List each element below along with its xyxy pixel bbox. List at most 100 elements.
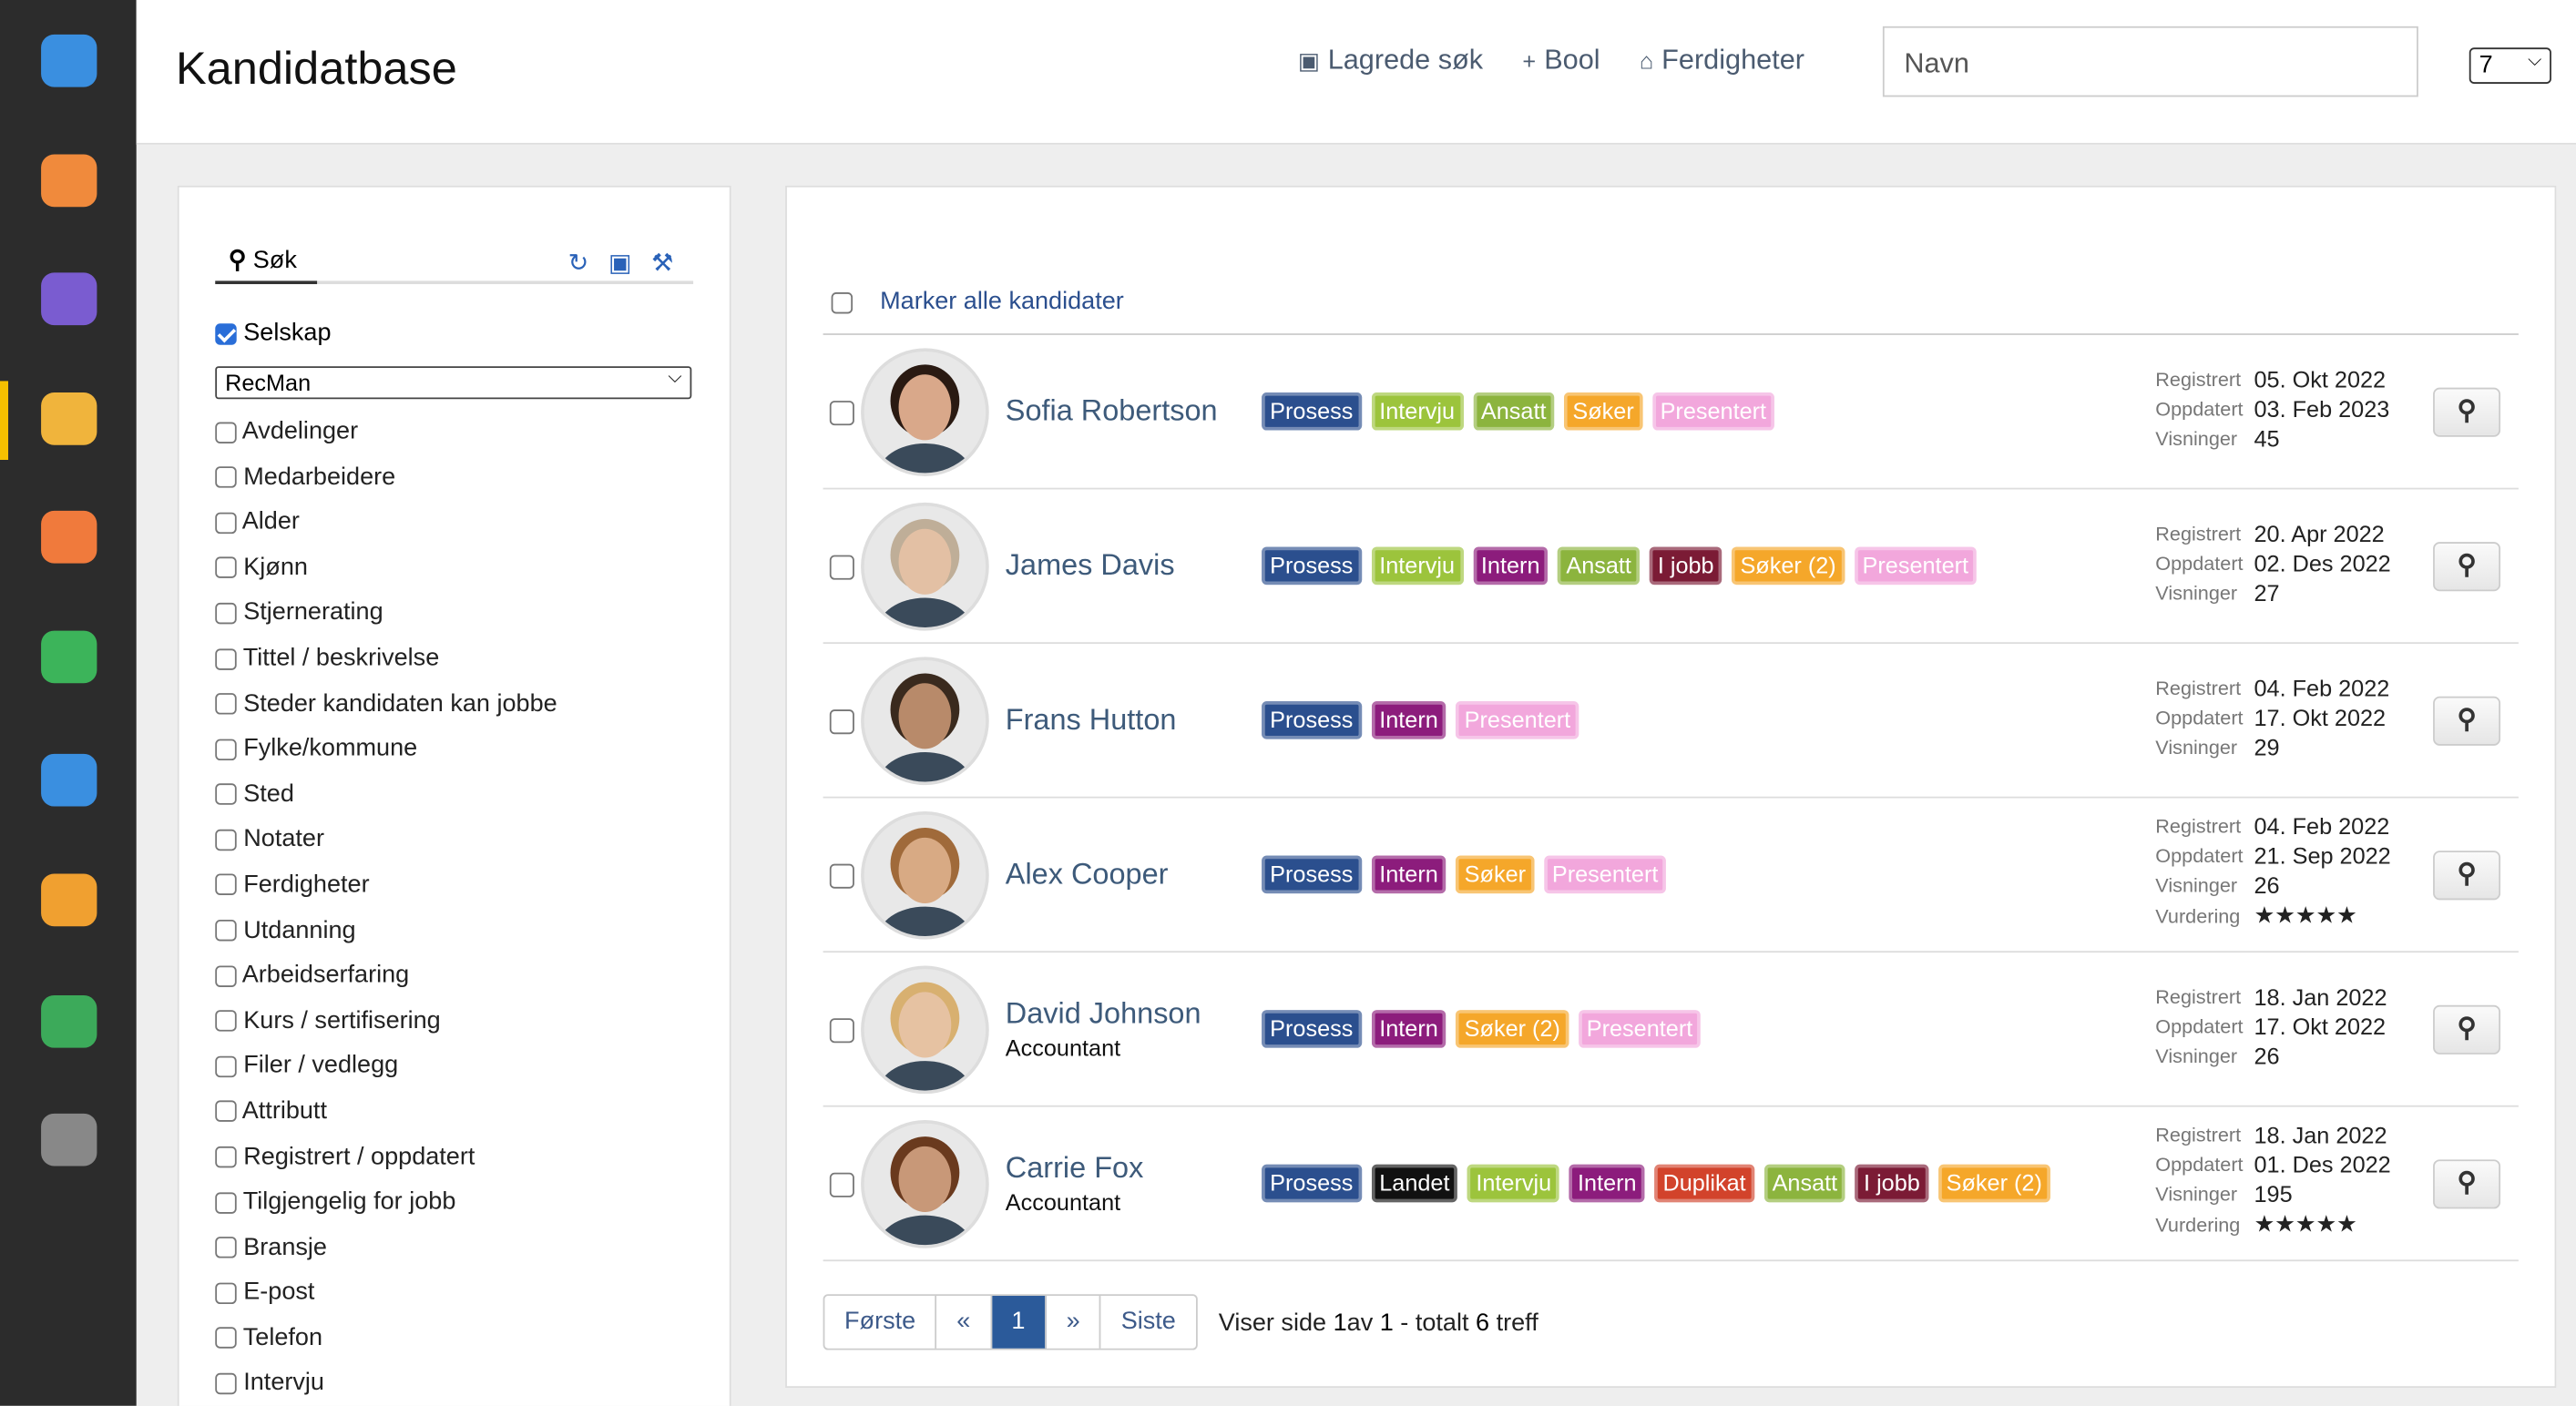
filter-item[interactable]: Kjønn bbox=[215, 553, 557, 598]
checkbox[interactable] bbox=[829, 709, 854, 735]
filter-item[interactable]: Intervju bbox=[215, 1369, 557, 1406]
checkbox[interactable] bbox=[829, 863, 854, 889]
view-button[interactable]: ⚲ bbox=[2433, 1159, 2501, 1209]
meta-value: 01. Des 2022 bbox=[2254, 1151, 2391, 1178]
page-button[interactable]: Siste bbox=[1120, 1307, 1176, 1336]
nav-icon[interactable] bbox=[41, 873, 97, 927]
header-link[interactable]: + Bool bbox=[1522, 45, 1600, 77]
checkbox[interactable] bbox=[215, 920, 237, 942]
filter-item[interactable]: Tilgjengelig for jobb bbox=[215, 1187, 557, 1233]
checkbox[interactable] bbox=[215, 829, 237, 851]
filter-item[interactable]: Medarbeidere bbox=[215, 463, 557, 508]
view-button[interactable]: ⚲ bbox=[2433, 851, 2501, 901]
nav-icon[interactable] bbox=[41, 630, 97, 684]
checkbox[interactable] bbox=[829, 1018, 854, 1044]
checkbox[interactable] bbox=[215, 964, 237, 987]
filter-item[interactable]: Notater bbox=[215, 825, 557, 871]
filter-item[interactable]: Ferdigheter bbox=[215, 871, 557, 916]
checkbox[interactable] bbox=[215, 1237, 237, 1258]
page-button[interactable]: « bbox=[937, 1296, 992, 1349]
nav-icon[interactable] bbox=[41, 994, 97, 1048]
checkbox[interactable] bbox=[215, 1010, 237, 1033]
nav-icon[interactable] bbox=[41, 154, 97, 208]
filter-item[interactable]: Arbeidserfaring bbox=[215, 961, 557, 1006]
search-tab[interactable]: ⚲ Søk bbox=[215, 245, 318, 285]
filter-item[interactable]: Utdanning bbox=[215, 916, 557, 962]
filter-item[interactable]: Alder bbox=[215, 508, 557, 554]
nav-icon[interactable] bbox=[41, 1113, 97, 1167]
checkbox[interactable] bbox=[215, 739, 237, 760]
nav-icon[interactable] bbox=[41, 510, 97, 564]
filter-item[interactable]: Avdelinger bbox=[215, 417, 557, 463]
filter-panel: ⚲ Søk ↻▣⚒ Selskap RecMan ⌵ Avdelinger Meda… bbox=[177, 185, 731, 1406]
filter-item[interactable]: Steder kandidaten kan jobbe bbox=[215, 689, 557, 735]
header-link[interactable]: ⌂ Ferdigheter bbox=[1640, 45, 1804, 77]
checkbox[interactable] bbox=[215, 1055, 237, 1077]
checkbox[interactable] bbox=[829, 1172, 854, 1197]
candidate-name[interactable]: Carrie Fox bbox=[1005, 1151, 1144, 1185]
filter-item[interactable]: Fylke/kommune bbox=[215, 734, 557, 779]
candidate-name[interactable]: Alex Cooper bbox=[1005, 857, 1169, 891]
filter-item[interactable]: Bransje bbox=[215, 1233, 557, 1279]
filter-label: E-post bbox=[243, 1278, 315, 1307]
view-button[interactable]: ⚲ bbox=[2433, 1004, 2501, 1054]
filter-item[interactable]: Telefon bbox=[215, 1323, 557, 1369]
filter-item[interactable]: Tittel / beskrivelse bbox=[215, 644, 557, 689]
checkbox[interactable] bbox=[215, 1101, 237, 1123]
page-button[interactable]: » bbox=[1047, 1296, 1102, 1349]
filter-item[interactable]: Attributt bbox=[215, 1097, 557, 1143]
filter-item[interactable]: Sted bbox=[215, 779, 557, 825]
checkbox[interactable] bbox=[215, 1282, 237, 1304]
candidate-name[interactable]: James Davis bbox=[1005, 548, 1175, 582]
checkbox[interactable] bbox=[215, 647, 237, 669]
search-tab-bar: ⚲ Søk ↻▣⚒ bbox=[215, 245, 694, 285]
filter-item[interactable]: Filer / vedlegg bbox=[215, 1052, 557, 1097]
checkbox[interactable] bbox=[215, 1372, 237, 1395]
avatar bbox=[864, 814, 986, 937]
page-button[interactable]: 1 bbox=[991, 1296, 1047, 1349]
view-button[interactable]: ⚲ bbox=[2433, 542, 2501, 592]
name-search-input[interactable]: Navn bbox=[1882, 25, 2418, 97]
page-button[interactable]: Første bbox=[824, 1296, 937, 1349]
filter-item[interactable]: E-post bbox=[215, 1279, 557, 1324]
filter-item[interactable]: Stjernerating bbox=[215, 598, 557, 644]
checkbox[interactable] bbox=[215, 693, 237, 715]
nav-icon[interactable] bbox=[41, 272, 97, 326]
view-button[interactable]: ⚲ bbox=[2433, 696, 2501, 746]
summary-part: av bbox=[1346, 1308, 1380, 1337]
checkbox[interactable] bbox=[215, 1328, 237, 1350]
checkbox[interactable] bbox=[215, 512, 237, 534]
header-link[interactable]: ▣ Lagrede søk bbox=[1298, 45, 1483, 77]
checkbox[interactable] bbox=[215, 602, 237, 625]
panel-tools[interactable]: ↻▣⚒ bbox=[567, 250, 694, 278]
checkbox[interactable] bbox=[829, 555, 854, 580]
company-row[interactable]: Selskap bbox=[215, 319, 332, 347]
view-button[interactable]: ⚲ bbox=[2433, 387, 2501, 437]
checkbox[interactable] bbox=[215, 783, 237, 806]
nav-icon[interactable] bbox=[41, 392, 97, 445]
filter-item[interactable]: Registrert / oppdatert bbox=[215, 1142, 557, 1187]
chevron: ⌵ bbox=[2528, 50, 2542, 71]
checkbox[interactable] bbox=[215, 556, 237, 579]
candidate-name[interactable]: Sofia Robertson bbox=[1005, 393, 1218, 427]
candidate-name[interactable]: Frans Hutton bbox=[1005, 702, 1177, 736]
checkbox[interactable] bbox=[215, 322, 237, 344]
meta-value: 18. Jan 2022 bbox=[2254, 983, 2387, 1010]
checkbox[interactable] bbox=[215, 1191, 237, 1214]
candidate-name[interactable]: David Johnson bbox=[1005, 996, 1201, 1030]
select-all[interactable]: Marker alle kandidater bbox=[831, 288, 1124, 315]
nav-icon[interactable] bbox=[41, 34, 97, 87]
page-size-select[interactable]: 7 ⌵ bbox=[2469, 47, 2551, 84]
checkbox[interactable] bbox=[831, 291, 854, 313]
meta-label: Oppdatert bbox=[2155, 396, 2244, 420]
nav-icon[interactable] bbox=[41, 753, 97, 807]
checkbox[interactable] bbox=[215, 1146, 237, 1168]
tag: Søker (2) bbox=[1456, 1010, 1569, 1048]
checkbox[interactable] bbox=[215, 466, 237, 488]
company-select[interactable]: RecMan ⌵ bbox=[215, 366, 692, 400]
checkbox[interactable] bbox=[215, 421, 237, 443]
checkbox[interactable] bbox=[829, 401, 854, 426]
checkbox[interactable] bbox=[215, 874, 237, 896]
filter-item[interactable]: Kurs / sertifisering bbox=[215, 1006, 557, 1052]
meta-label: Registrert bbox=[2155, 1123, 2242, 1146]
